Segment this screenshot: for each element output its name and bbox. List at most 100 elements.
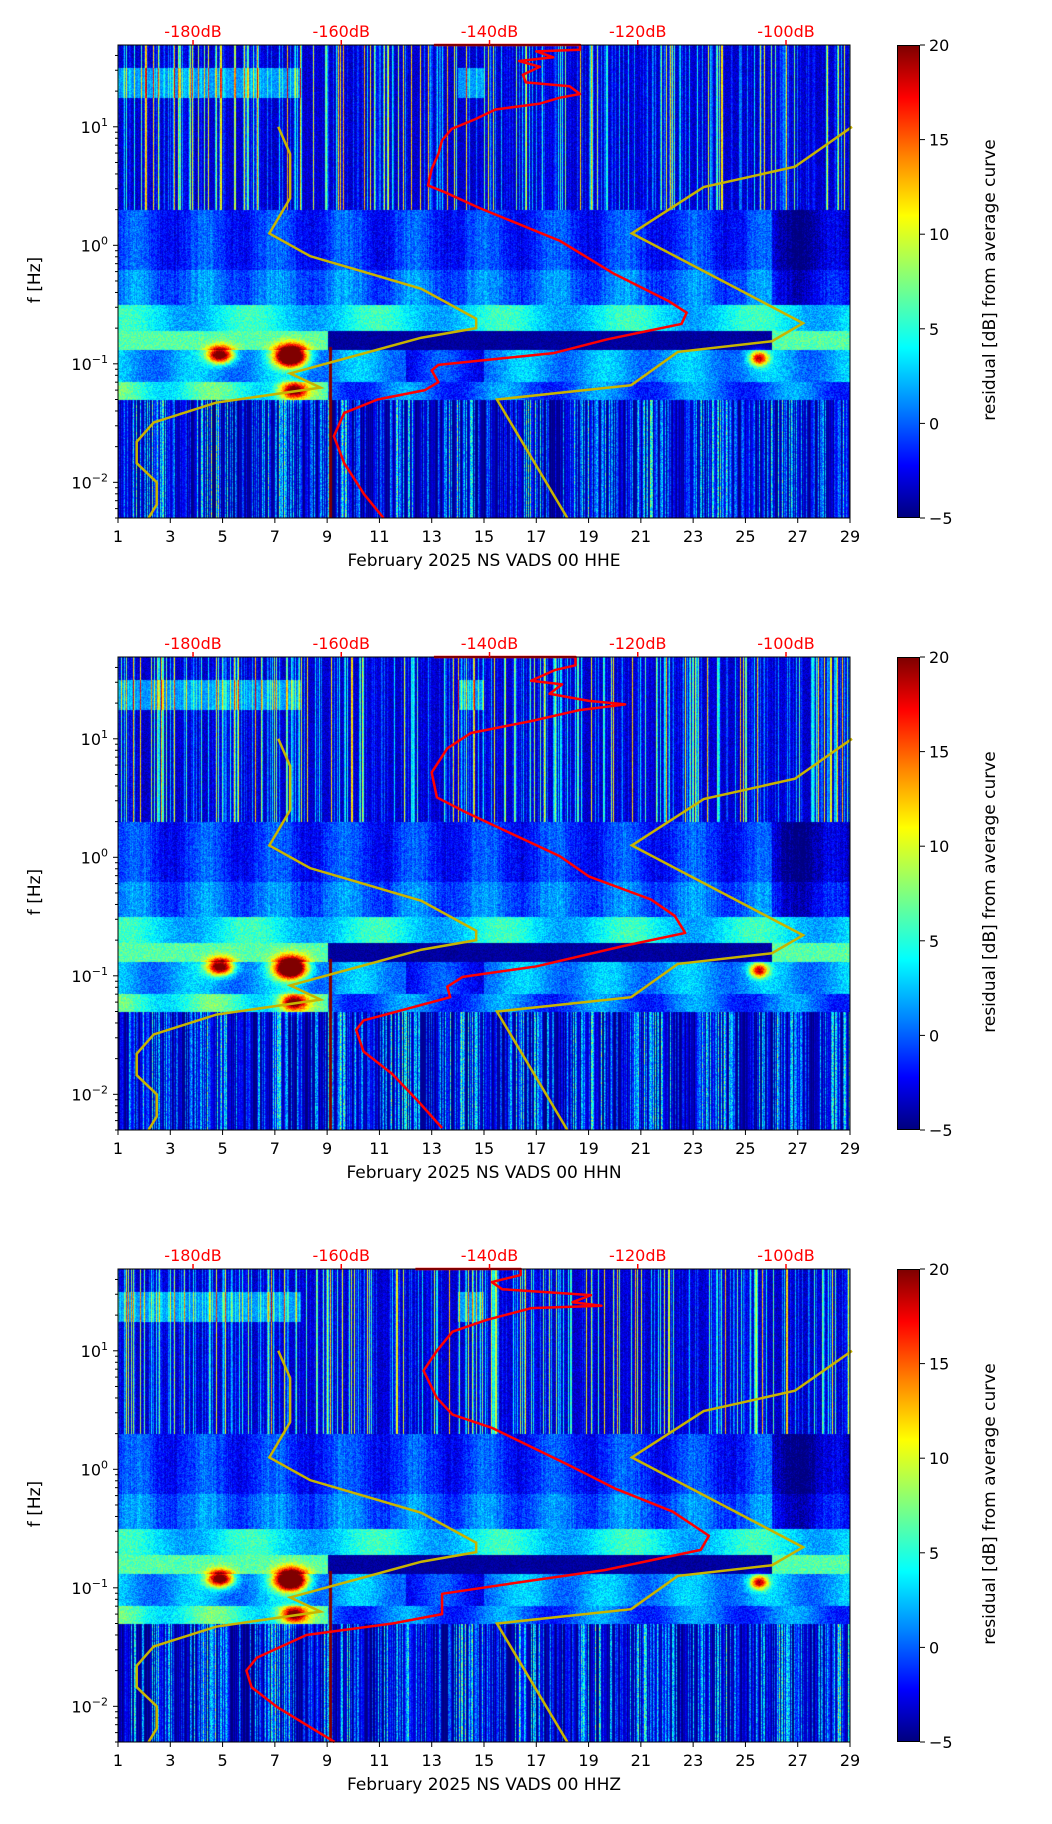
y-tick-label: 10−2 (71, 1083, 108, 1104)
y-tick-label: 100 (81, 1458, 108, 1479)
colorbar-tick-label: 5 (929, 1544, 939, 1563)
average-psd-curve (245, 1267, 711, 1744)
x-axis-label: February 2025 NS VADS 00 HHN (346, 1163, 622, 1183)
top-db-label: -120dB (609, 634, 666, 653)
x-tick-label: 1 (113, 1139, 123, 1158)
average-psd-curve (332, 43, 688, 519)
x-tick-label: 3 (165, 1139, 175, 1158)
plot-frame (117, 1268, 851, 1743)
x-tick-label: 25 (735, 1751, 755, 1770)
x-tick-label: 17 (526, 1139, 546, 1158)
x-tick-label: 15 (474, 1751, 494, 1770)
colorbar (897, 657, 920, 1130)
y-tick-label: 100 (81, 234, 108, 255)
y-tick-label: 10−1 (71, 353, 108, 374)
low-noise-model-line (135, 1350, 478, 1743)
y-axis-label: f [Hz] (25, 868, 45, 916)
high-noise-model-line (494, 737, 853, 1131)
colorbar-tick-label: 10 (929, 1449, 949, 1468)
x-tick-label: 1 (113, 1751, 123, 1770)
top-db-label: -100dB (757, 634, 814, 653)
x-tick-label: 27 (788, 1139, 808, 1158)
y-tick-label: 101 (81, 1340, 108, 1361)
plot-axes: 1 3 5 7 9 11 13 15 17 19 21 23 25 27 29-180dB -160dB -14… (71, 22, 953, 546)
x-tick-label: 1 (113, 527, 123, 546)
top-db-label: -160dB (313, 1246, 370, 1265)
x-tick-label: 7 (270, 1751, 280, 1770)
x-tick-label: 23 (683, 1139, 703, 1158)
x-tick-label: 11 (369, 1751, 389, 1770)
x-tick-label: 9 (322, 1751, 332, 1770)
colorbar-tick-label: −5 (929, 509, 953, 528)
x-tick-label: 19 (578, 1139, 598, 1158)
y-tick-label: 101 (81, 728, 108, 749)
colorbar-tick-label: 10 (929, 837, 949, 856)
x-axis-label: February 2025 NS VADS 00 HHE (347, 551, 621, 571)
high-noise-model-line (494, 1349, 853, 1743)
x-tick-label: 11 (369, 1139, 389, 1158)
x-tick-label: 29 (840, 1751, 860, 1770)
colorbar-tick-label: 0 (929, 414, 939, 433)
colorbar-tick-label: 20 (929, 36, 949, 55)
colorbar-tick-label: 5 (929, 320, 939, 339)
y-axis-label: f [Hz] (25, 1480, 45, 1528)
colorbar (897, 1269, 920, 1742)
x-tick-label: 9 (322, 527, 332, 546)
y-tick-label: 101 (81, 116, 108, 137)
x-tick-label: 19 (578, 527, 598, 546)
top-db-label: -120dB (609, 1246, 666, 1265)
colorbar-tick-label: −5 (929, 1121, 953, 1140)
x-tick-label: 13 (422, 1139, 442, 1158)
spectrogram-panel-hhz: 1 3 5 7 9 11 13 15 17 19 21 23 25 27 29 -180dB -160dB -14… (0, 1224, 1052, 1824)
colorbar-label: residual [dB] from average curve (980, 139, 1000, 421)
x-tick-label: 29 (840, 1139, 860, 1158)
high-noise-model-line (494, 125, 853, 519)
colorbar (897, 45, 920, 518)
x-tick-label: 7 (270, 527, 280, 546)
top-db-label: -180dB (164, 22, 221, 41)
colorbar-tick-label: 0 (929, 1026, 939, 1045)
top-db-label: -160dB (313, 22, 370, 41)
x-tick-label: 7 (270, 1139, 280, 1158)
colorbar-tick-label: 15 (929, 743, 949, 762)
x-tick-label: 17 (526, 1751, 546, 1770)
colorbar-tick-label: 15 (929, 1355, 949, 1374)
y-tick-label: 10−2 (71, 1695, 108, 1716)
top-db-label: -180dB (164, 1246, 221, 1265)
spectrogram-image (118, 657, 850, 1130)
x-tick-label: 5 (217, 1751, 227, 1770)
spectrogram-image (118, 1269, 850, 1742)
x-tick-label: 27 (788, 527, 808, 546)
spectrogram-image (118, 45, 850, 518)
x-tick-label: 23 (683, 1751, 703, 1770)
x-tick-label: 19 (578, 1751, 598, 1770)
x-tick-label: 23 (683, 527, 703, 546)
x-tick-label: 5 (217, 527, 227, 546)
y-tick-label: 10−1 (71, 1577, 108, 1598)
spectrogram-panel-hhn: 1 3 5 7 9 11 13 15 17 19 21 23 25 27 29 -180dB -160dB -14… (0, 612, 1052, 1212)
colorbar-tick-label: 15 (929, 131, 949, 150)
average-psd-curve (354, 655, 687, 1129)
colorbar-tick-label: 20 (929, 648, 949, 667)
plot-axes: 1 3 5 7 9 11 13 15 17 19 21 23 25 27 29-180dB -160dB -14… (71, 1246, 953, 1770)
top-db-label: -180dB (164, 634, 221, 653)
colorbar-tick-label: −5 (929, 1733, 953, 1752)
plot-frame (117, 656, 851, 1131)
x-tick-label: 13 (422, 527, 442, 546)
x-tick-label: 27 (788, 1751, 808, 1770)
top-db-label: -100dB (757, 22, 814, 41)
top-db-label: -100dB (757, 1246, 814, 1265)
top-db-label: -140dB (461, 22, 518, 41)
x-axis-label: February 2025 NS VADS 00 HHZ (346, 1775, 622, 1795)
y-tick-label: 10−2 (71, 471, 108, 492)
y-tick-label: 100 (81, 846, 108, 867)
x-tick-label: 29 (840, 527, 860, 546)
top-db-label: -140dB (461, 634, 518, 653)
x-tick-label: 3 (165, 527, 175, 546)
x-tick-label: 5 (217, 1139, 227, 1158)
colorbar-label: residual [dB] from average curve (980, 751, 1000, 1033)
x-tick-label: 21 (631, 1139, 651, 1158)
x-tick-label: 11 (369, 527, 389, 546)
y-axis-label: f [Hz] (25, 256, 45, 304)
plot-axes: 1 3 5 7 9 11 13 15 17 19 21 23 25 27 29-180dB -160dB -14… (71, 634, 953, 1158)
